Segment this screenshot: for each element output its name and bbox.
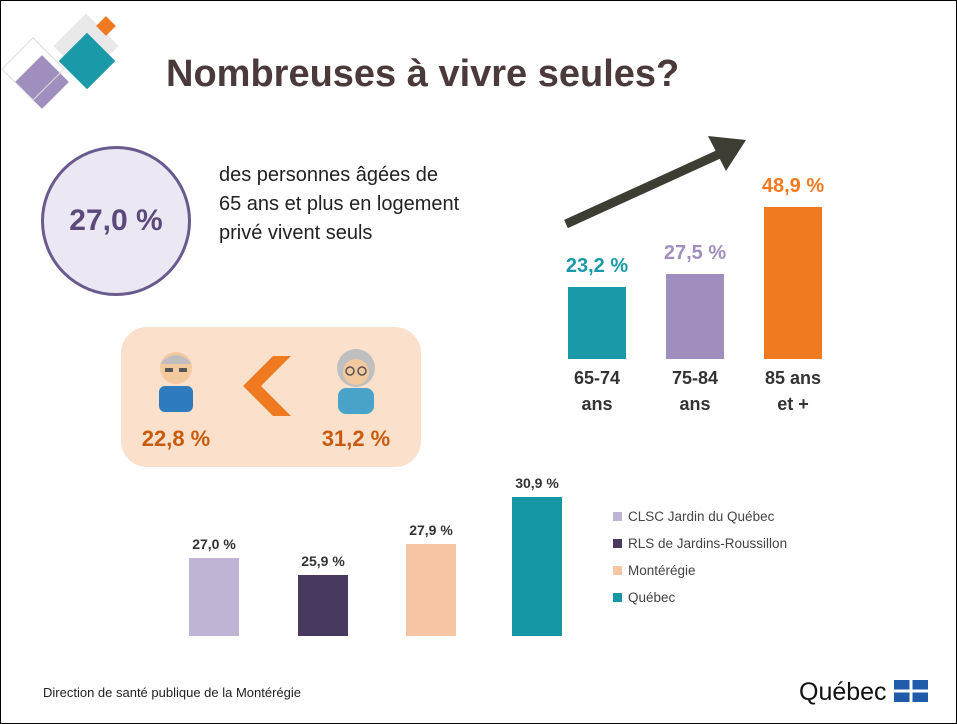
logo: Québec (799, 678, 928, 707)
bar (568, 287, 626, 359)
legend-label: Montérégie (628, 563, 696, 578)
legend-item: Montérégie (613, 563, 696, 578)
logo-text: Québec (799, 678, 887, 706)
bar (189, 558, 239, 636)
legend-item: CLSC Jardin du Québec (613, 509, 774, 524)
legend-item: Québec (613, 590, 675, 605)
bar (298, 575, 348, 636)
legend-swatch (613, 566, 622, 575)
value-label: 48,9 % (761, 175, 825, 198)
highlight-figure: 27,0 % (41, 146, 191, 296)
legend-label: RLS de Jardins-Roussillon (628, 536, 788, 551)
value-label: 27,5 % (663, 241, 727, 264)
legend-swatch (613, 512, 622, 521)
value-label: 27,0 % (192, 535, 236, 552)
value-label: 23,2 % (565, 255, 629, 278)
legend-label: CLSC Jardin du Québec (628, 509, 775, 524)
category-label: 85 ans et + (764, 368, 822, 414)
men-value: 22,8 % (141, 426, 211, 451)
title: Nombreuses à vivre seules? (166, 53, 680, 95)
bar (764, 207, 822, 359)
decoration (1, 13, 119, 109)
category-label: 65-74 ans (573, 368, 621, 414)
category-label: 75-84 ans (671, 368, 719, 414)
bar (666, 273, 724, 359)
bar (512, 497, 562, 636)
value-label: 27,9 % (409, 521, 453, 538)
trend-arrow (564, 136, 746, 229)
logo-flag (893, 680, 928, 702)
legend-swatch (613, 593, 622, 602)
value-label: 30,9 % (515, 474, 559, 491)
highlight-text: des personnes âgées de 65 ans et plus en… (219, 164, 460, 244)
legend-label: Québec (628, 590, 676, 605)
bar (406, 543, 456, 636)
legend-swatch (613, 539, 622, 548)
women-value: 31,2 % (321, 426, 391, 451)
value-label: 25,9 % (301, 552, 345, 569)
legend-item: RLS de Jardins-Roussillon (613, 536, 787, 551)
footer-source: Direction de santé publique de la Montér… (43, 685, 302, 700)
gender-icons (159, 349, 375, 416)
